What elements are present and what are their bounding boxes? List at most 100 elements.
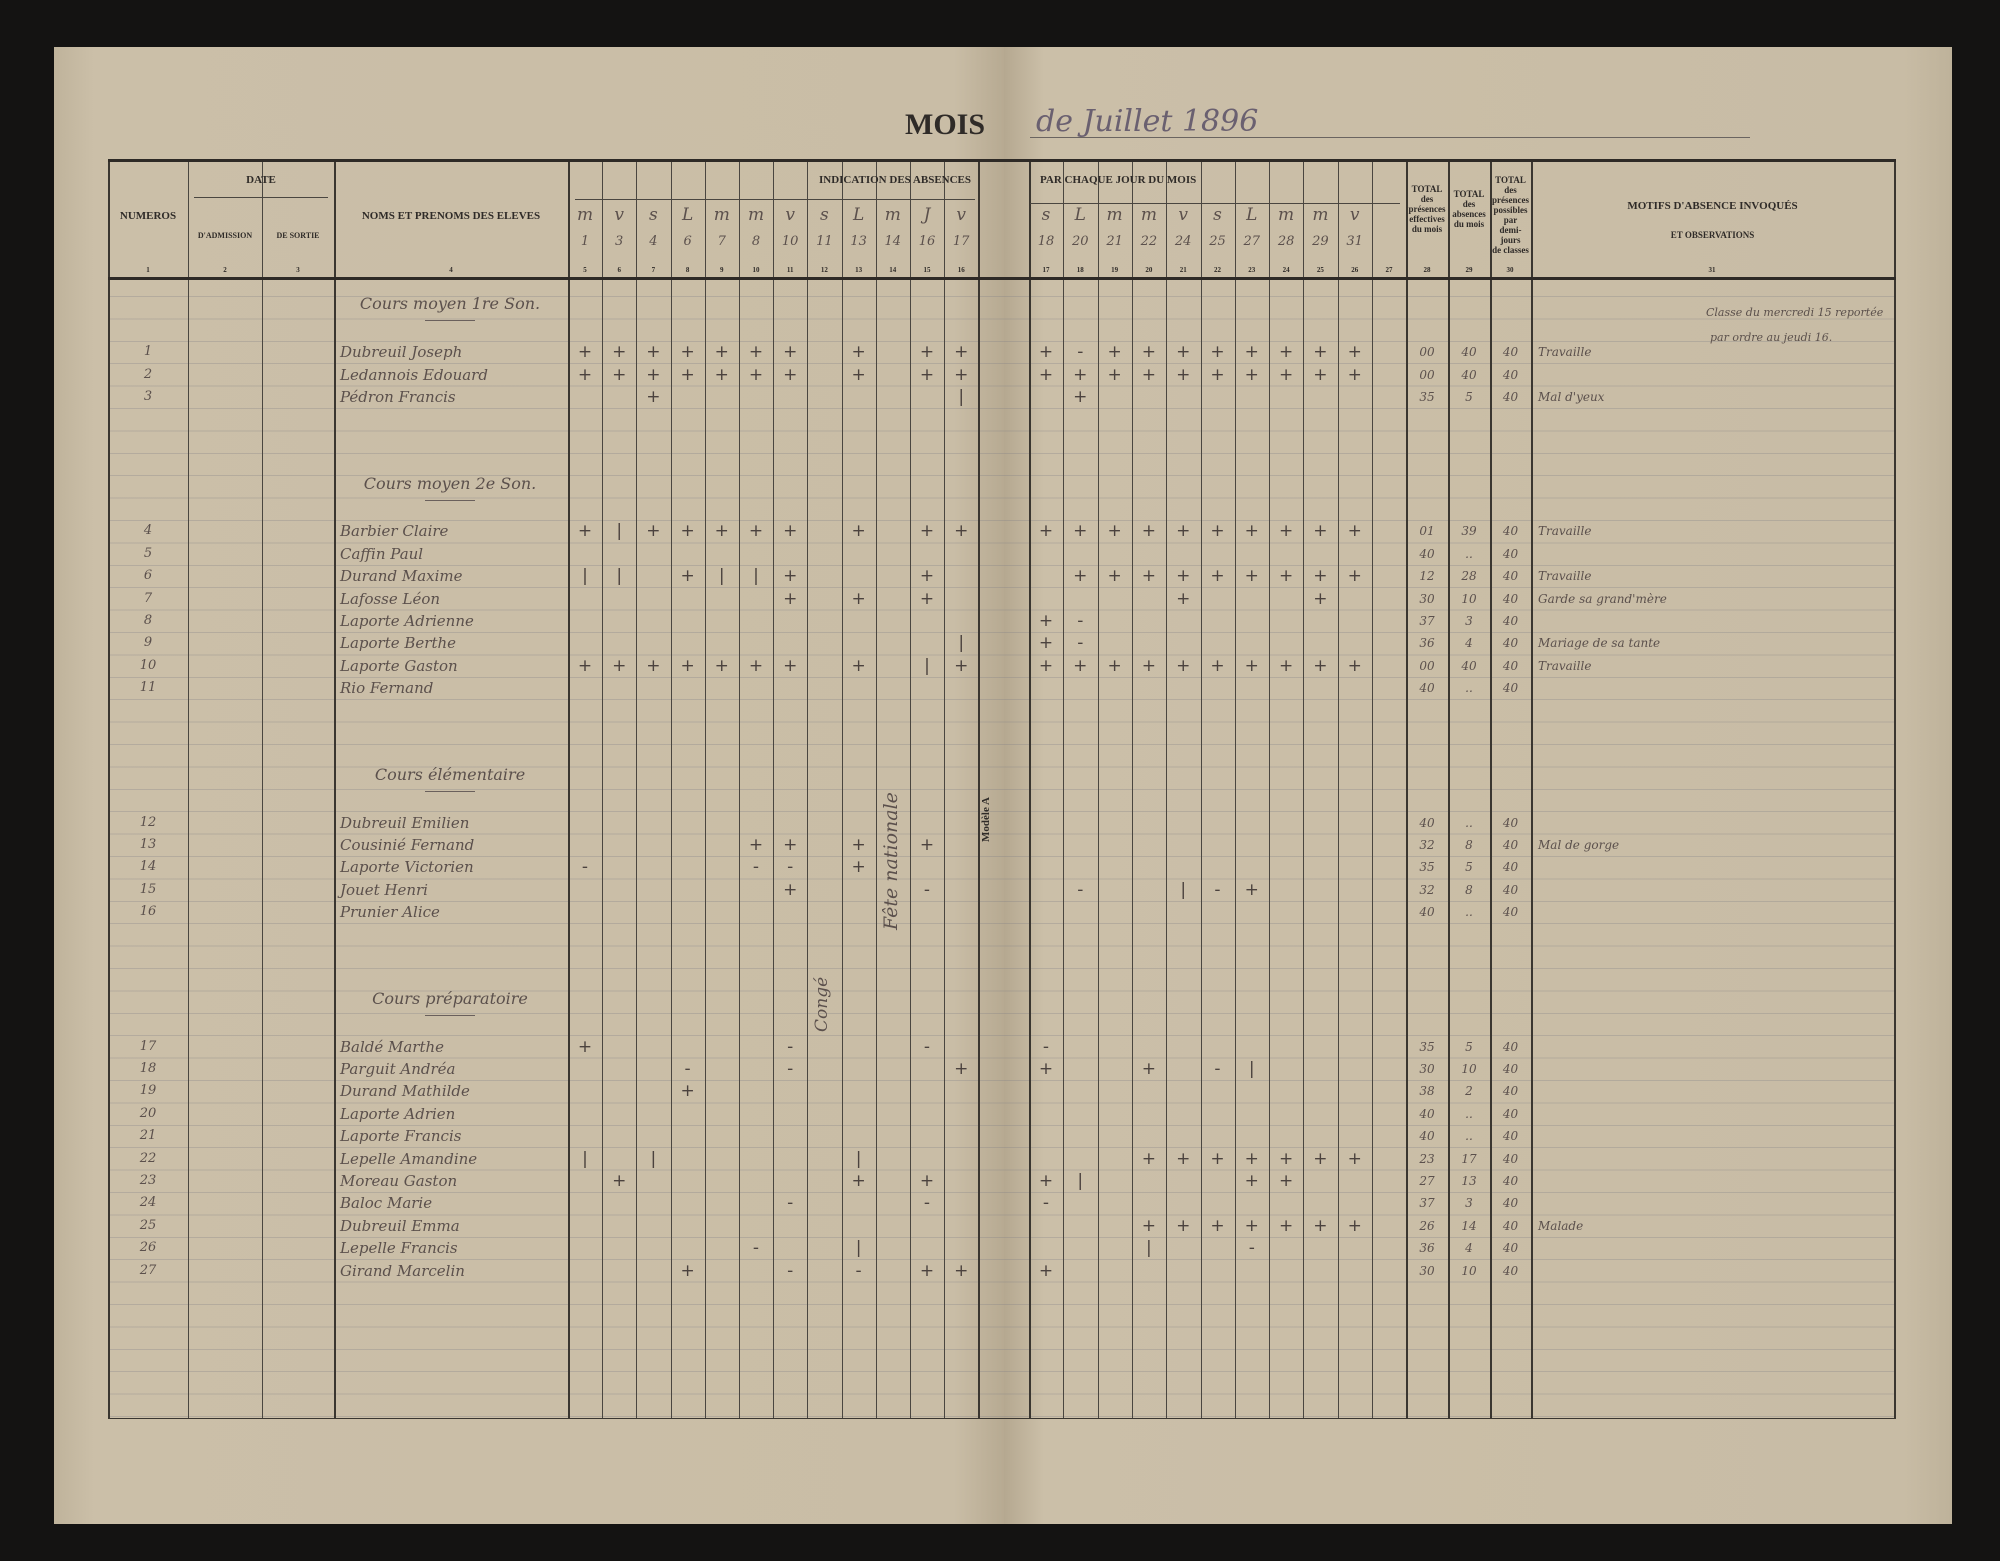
absence-mark: - (787, 1260, 794, 1281)
absence-mark: + (577, 521, 593, 542)
column-number: 25 (1316, 266, 1324, 274)
student-number: 18 (139, 1061, 157, 1076)
column-number: 9 (720, 266, 724, 274)
absence-motif: Travaille (1538, 569, 1592, 584)
absence-mark: + (714, 342, 729, 363)
absence-mark: + (680, 655, 695, 676)
day-letter: s (1213, 205, 1222, 225)
column-number: 22 (1214, 266, 1221, 274)
absence-mark: + (1244, 364, 1259, 385)
student-name: Pédron Francis (340, 388, 456, 406)
header-text-line: possibles (1493, 205, 1528, 215)
column-divider (1490, 161, 1492, 1418)
day-letter: v (956, 205, 966, 225)
total-possibles: 40 (1502, 1218, 1519, 1233)
absence-mark: + (851, 835, 866, 855)
absence-mark: + (1107, 364, 1122, 385)
absence-mark: + (748, 364, 764, 385)
ruled-lines (108, 296, 1894, 1418)
header-text-line: des (1420, 194, 1434, 204)
absence-mark: + (783, 364, 798, 385)
absence-mark: | (1180, 879, 1187, 900)
total-absences: .. (1465, 1129, 1473, 1144)
absence-mark: + (783, 655, 798, 676)
absence-mark: + (919, 342, 935, 363)
student-name: Dubreuil Joseph (340, 343, 463, 362)
day-date: 20 (1072, 234, 1089, 249)
section-heading: Cours préparatoire (372, 988, 528, 1008)
column-number: 16 (957, 266, 965, 274)
total-presences: 30 (1419, 1062, 1435, 1076)
absence-mark: + (1210, 655, 1225, 676)
absence-mark: + (954, 1059, 969, 1079)
day-letter: m (1140, 205, 1157, 225)
absence-mark: + (1244, 1215, 1259, 1236)
absence-mark: + (646, 364, 661, 385)
column-number: 6 (617, 266, 621, 274)
absence-mark: + (1038, 1059, 1054, 1079)
absence-mark: - (923, 1036, 931, 1057)
section-heading: Cours moyen 1re Son. (359, 294, 541, 314)
absence-mark: + (1347, 521, 1362, 542)
absence-mark: + (1278, 1171, 1294, 1191)
absence-mark: + (577, 1036, 593, 1057)
absence-mark: - (684, 1059, 691, 1079)
total-presences: 01 (1419, 524, 1435, 539)
annotation-fete-nationale: Fête nationale (880, 792, 902, 930)
absence-mark: | (582, 1148, 588, 1169)
total-possibles: 40 (1502, 367, 1519, 382)
day-date: 28 (1277, 234, 1295, 249)
student-name: Jouet Henri (340, 880, 428, 899)
student-number: 26 (139, 1240, 157, 1256)
header-par-chaque-jour: PAR CHAQUE JOUR DU MOIS (1040, 174, 1197, 186)
absence-mark: + (1210, 521, 1225, 542)
absence-mark: | (718, 566, 725, 587)
student-number: 7 (143, 590, 153, 606)
date-brace (194, 197, 328, 198)
day-letter: m (1106, 205, 1123, 225)
student-number: 13 (139, 837, 157, 852)
absence-mark: + (954, 655, 969, 676)
total-absences: 5 (1465, 860, 1473, 875)
column-divider (1131, 161, 1133, 1418)
student-number: 24 (139, 1195, 157, 1211)
absence-mark: + (851, 1171, 866, 1191)
total-presences: 23 (1419, 1151, 1435, 1166)
absence-mark: | (1248, 1059, 1255, 1079)
total-presences: 35 (1419, 1039, 1435, 1054)
total-absences: 13 (1461, 1174, 1477, 1188)
absence-mark: + (1073, 521, 1088, 542)
total-presences: 12 (1419, 569, 1435, 584)
day-date: 3 (615, 234, 624, 249)
total-possibles: 40 (1502, 1174, 1519, 1188)
absence-motif: Garde sa grand'mère (1538, 591, 1667, 606)
absence-mark: + (1244, 521, 1259, 542)
total-absences: 3 (1465, 614, 1473, 628)
absence-mark: + (680, 1260, 695, 1281)
header-noms: NOMS ET PRENOMS DES ELEVES (361, 210, 541, 222)
absence-mark: + (748, 342, 764, 363)
absence-mark: + (1107, 655, 1122, 676)
total-absences: 10 (1461, 591, 1477, 606)
absence-mark: + (1347, 1215, 1362, 1236)
column-divider (636, 161, 638, 1418)
day-date: 31 (1346, 234, 1363, 249)
absence-mark: - (1077, 633, 1084, 654)
student-name: Dubreuil Emilien (340, 813, 470, 832)
absence-mark: + (1107, 566, 1122, 587)
total-presences: 32 (1419, 882, 1435, 897)
total-absences: 40 (1461, 345, 1477, 360)
header-text-line: du mois (1453, 219, 1485, 229)
absence-mark: + (646, 521, 661, 542)
absence-mark: + (1347, 342, 1362, 363)
student-name: Dubreuil Emma (340, 1216, 460, 1235)
absence-mark: + (1244, 342, 1259, 363)
total-presences: 00 (1419, 658, 1435, 673)
total-presences: 40 (1419, 905, 1435, 920)
days-brace-right (1030, 203, 1400, 204)
student-name: Laporte Adrien (340, 1104, 456, 1123)
absence-motif: Travaille (1538, 524, 1592, 539)
day-letter: v (1178, 205, 1188, 225)
total-presences: 30 (1419, 1263, 1435, 1278)
absence-mark: + (1210, 342, 1225, 363)
